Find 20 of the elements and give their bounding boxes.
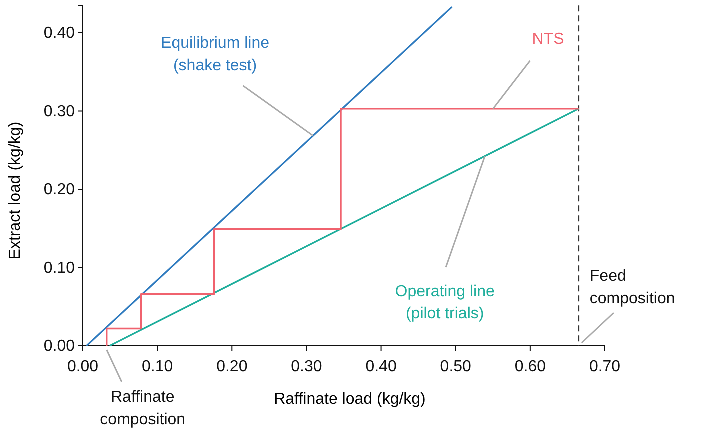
x-tick-label: 0.00 [67,358,99,376]
text: Equilibrium line (shake test) [161,34,270,74]
y-tick-label: 0.20 [44,182,76,199]
text: NTS [532,30,564,48]
x-tick-label: 0.30 [291,358,322,376]
x-tick-label: 0.60 [514,358,546,376]
x-tick-label: 0.70 [589,358,621,376]
text: Operating line (pilot trials) [395,283,495,323]
annotation: Raffinate composition [100,389,186,428]
x-tick-label: 0.40 [366,358,397,376]
x-tick-label: 0.20 [216,358,248,376]
ref-line-label: Feed composition [590,268,676,308]
y-tick-label: 0.00 [44,338,76,356]
y-tick-label: 0.10 [44,260,76,277]
y-tick-label: 0.30 [44,103,76,120]
x-tick-label: 0.10 [142,358,174,376]
x-tick-label: 0.50 [440,358,472,376]
x-axis-title: Raffinate load (kg/kg) [274,391,426,408]
y-tick-label: 0.40 [44,25,76,42]
y-axis-title: Extract load (kg/kg) [7,122,24,260]
